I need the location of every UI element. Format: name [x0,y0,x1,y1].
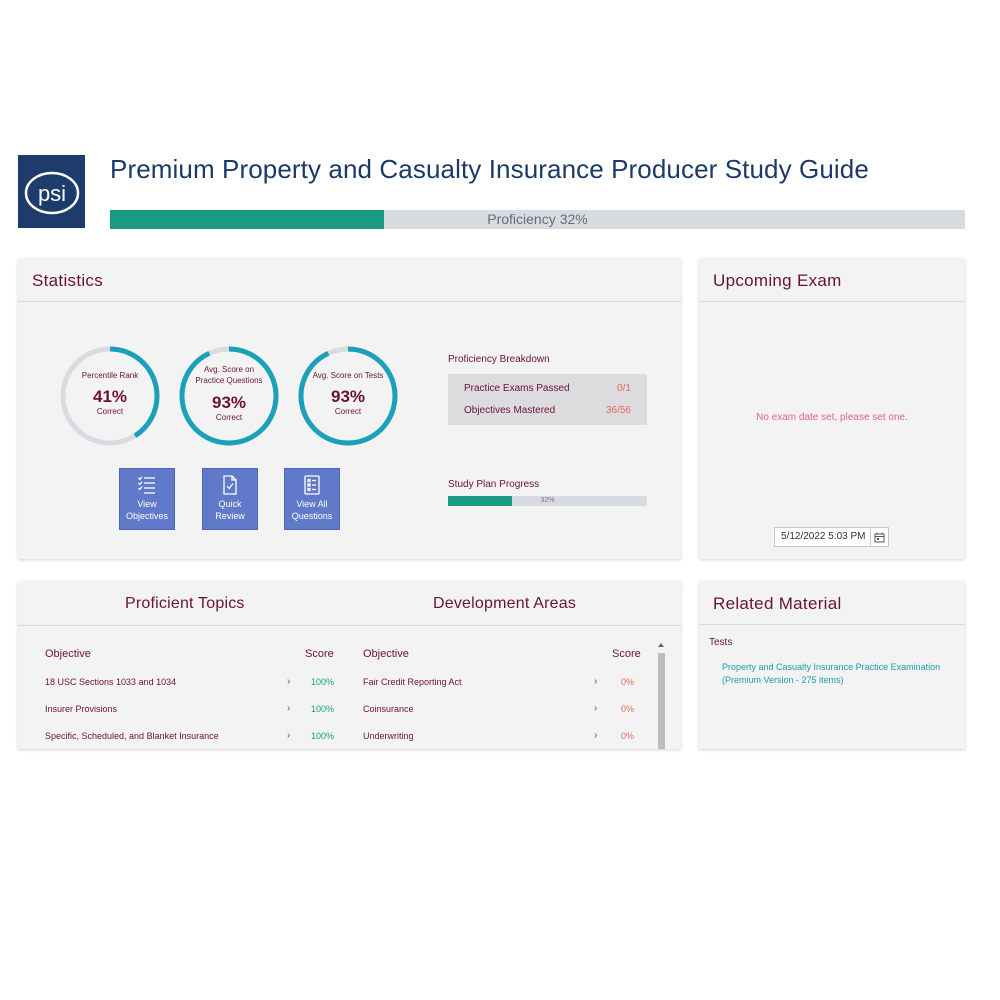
breakdown-row-exams: Practice Exams Passed 0/1 [464,383,631,394]
practice-exam-link-line2[interactable]: (Premium Version - 275 items) [722,675,844,685]
psi-logo-mark: psi [24,171,79,214]
study-plan-percent: 32% [540,497,555,504]
exam-date-input[interactable]: 5/12/2022 5:03 PM [774,527,889,547]
gauge-percentile-rank: Percentile Rank 41% Correct [60,340,160,452]
breakdown-row-objectives: Objectives Mastered 36/56 [464,405,631,416]
document-check-icon [223,475,237,495]
scroll-up-arrow-icon[interactable] [658,643,664,647]
development-row-score: 0% [621,677,635,687]
breakdown-value: 0/1 [617,383,631,394]
proficient-col-objective: Objective [45,648,91,660]
tile-label-line2: Objectives [125,511,169,521]
proficiency-bar-fill [110,210,384,229]
development-row-score: 0% [621,704,635,714]
gauge-ring-progress [179,346,279,446]
development-row-objective[interactable]: Fair Credit Reporting Act [363,677,462,687]
gauge-label-line2: Practice Questions [195,376,263,385]
chevron-right-icon[interactable]: › [287,703,291,714]
quick-review-button[interactable]: Quick Review [202,468,258,530]
proficient-row-objective[interactable]: Specific, Scheduled, and Blanket Insuran… [45,731,219,741]
breakdown-label: Objectives Mastered [464,405,556,416]
gauge-label: Percentile Rank [81,371,139,380]
related-material-card: Related Material Tests Property and Casu… [699,581,965,749]
exam-message: No exam date set, please set one. [756,412,908,423]
development-areas-title: Development Areas [433,595,577,612]
gauge-sub: Correct [96,407,124,416]
topics-card: Proficient Topics Development Areas Obje… [18,581,681,749]
upcoming-exam-card: Upcoming Exam No exam date set, please s… [699,258,965,559]
view-objectives-button[interactable]: View Objectives [119,468,175,530]
gauge-sub: Correct [334,407,362,416]
proficiency-label-text: Proficiency [487,211,556,227]
gauge-value: 41% [92,387,128,406]
chevron-right-icon[interactable]: › [287,676,291,687]
chevron-right-icon[interactable]: › [287,730,291,741]
proficiency-breakdown-box: Practice Exams Passed 0/1 Objectives Mas… [448,374,647,425]
gauge-value: 93% [211,393,247,412]
chevron-right-icon[interactable]: › [594,730,598,741]
scrollbar[interactable] [656,643,666,749]
study-plan-bar: 32% [448,496,647,506]
related-material-title: Related Material [699,581,965,625]
tile-label: Quick [218,499,242,509]
gauge-sub: Correct [215,413,243,422]
gauge-tests: Avg. Score on Tests 93% Correct [298,340,398,452]
page-title: Premium Property and Casualty Insurance … [110,154,869,184]
gauge-practice-questions: Avg. Score on Practice Questions 93% Cor… [179,340,279,452]
topics-divider [18,625,681,626]
clipboard-list-icon [304,475,320,495]
breakdown-label: Practice Exams Passed [464,383,570,394]
gauge-label: Avg. Score on [203,365,255,374]
logo-text: psi [37,181,65,206]
upcoming-exam-title: Upcoming Exam [699,258,965,302]
related-tests-label: Tests [709,637,733,648]
tile-label: View All [296,499,328,509]
proficient-row-score: 100% [311,731,335,741]
study-plan-bar-fill [448,496,512,506]
proficient-row-score: 100% [311,704,335,714]
practice-exam-link[interactable]: Property and Casualty Insurance Practice… [722,661,942,687]
gauge-ring-progress [298,346,398,446]
statistics-card: Statistics Percentile Rank 41% Correct A… [18,258,681,559]
proficiency-label: Proficiency 32% [110,211,965,227]
chevron-right-icon[interactable]: › [594,676,598,687]
exam-date-value: 5/12/2022 5:03 PM [781,531,866,542]
proficient-col-score: Score [305,648,334,660]
proficient-topics-title: Proficient Topics [125,595,245,612]
chevron-right-icon[interactable]: › [594,703,598,714]
development-row-objective[interactable]: Underwriting [363,731,414,741]
proficient-row-score: 100% [311,677,335,687]
proficiency-percent: 32% [559,211,588,227]
tile-label: View [137,499,157,509]
scrollbar-thumb[interactable] [658,653,665,749]
tile-label-line2: Review [215,511,245,521]
proficiency-bar: Proficiency 32% [110,210,965,229]
breakdown-value: 36/56 [605,405,631,416]
study-plan-title: Study Plan Progress [448,479,540,490]
proficiency-breakdown-title: Proficiency Breakdown [448,354,550,365]
calendar-icon[interactable] [870,527,888,547]
view-all-questions-button[interactable]: View All Questions [284,468,340,530]
psi-logo: psi [18,155,85,228]
tile-label-line2: Questions [291,511,333,521]
development-row-objective[interactable]: Coinsurance [363,704,414,714]
statistics-title: Statistics [18,258,681,302]
gauge-ring-progress [60,346,160,446]
development-col-score: Score [612,648,641,660]
practice-exam-link-line1[interactable]: Property and Casualty Insurance Practice… [722,662,941,672]
list-icon [138,476,155,494]
gauge-value: 93% [330,387,366,406]
proficient-row-objective[interactable]: Insurer Provisions [45,704,118,714]
development-col-objective: Objective [363,648,409,660]
proficient-row-objective[interactable]: 18 USC Sections 1033 and 1034 [45,677,177,687]
development-row-score: 0% [621,731,635,741]
gauge-label: Avg. Score on Tests [312,371,384,380]
